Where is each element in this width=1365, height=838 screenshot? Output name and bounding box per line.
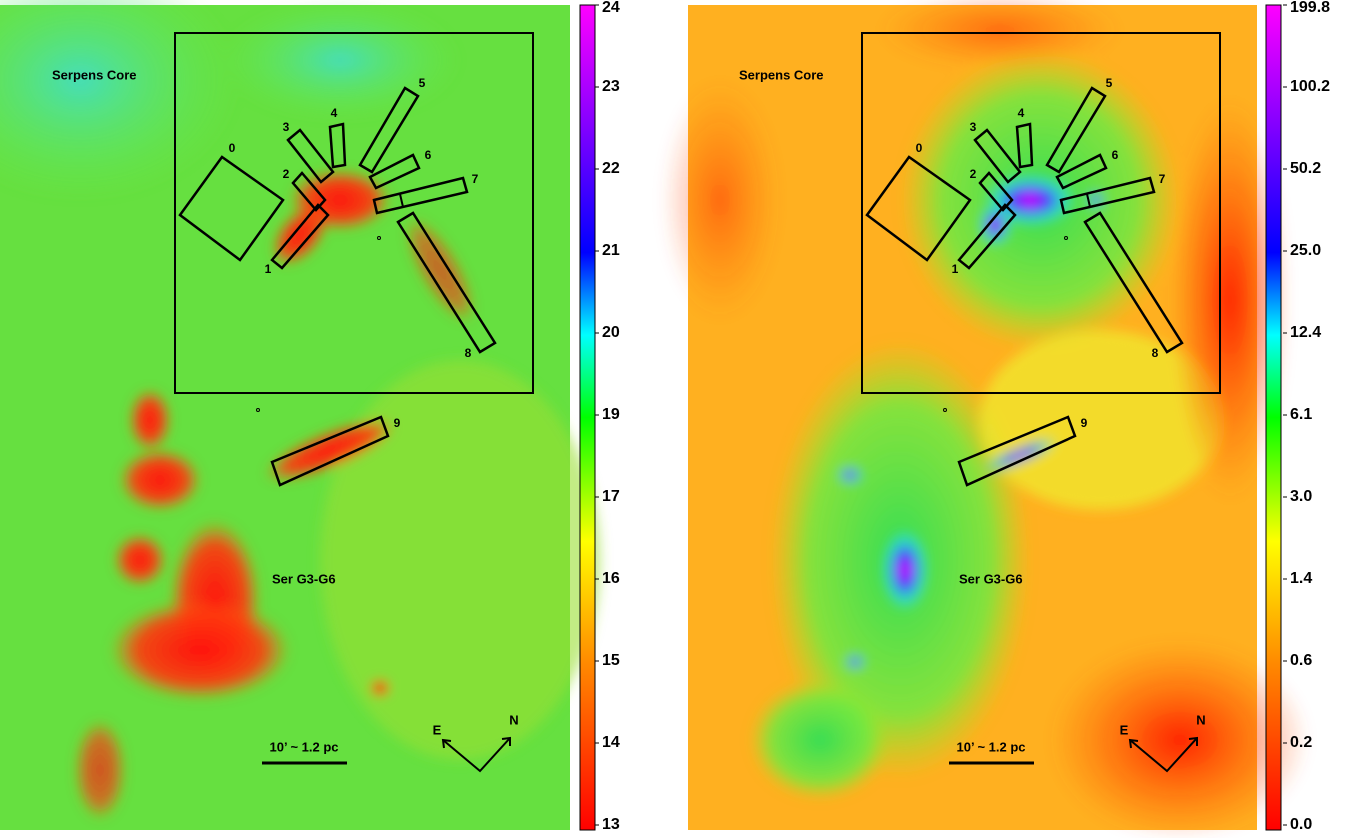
region-label: 5 — [419, 76, 426, 90]
colorbar-label: 6.1 — [1290, 406, 1312, 423]
colorbar-label: 22 — [602, 160, 620, 177]
colorbar-label: 100.2 — [1290, 78, 1330, 95]
region-label: 2 — [970, 167, 977, 181]
colorbar-label: 14 — [602, 734, 620, 751]
region-label: 1 — [952, 262, 959, 276]
colorbar-label: 15 — [602, 652, 620, 669]
colorbar-axis: 24 23 22 21 20 19 17 16 15 14 13 — [595, 0, 620, 833]
colorbar-label: 13 — [602, 816, 620, 833]
region-label: 9 — [394, 416, 401, 430]
region-label: 0 — [916, 141, 923, 155]
figure: 0123456789Serpens CoreSer G3-G610’ ~ 1.2… — [0, 0, 1365, 838]
colorbar-label: 16 — [602, 570, 620, 587]
region-label: 3 — [970, 120, 977, 134]
colorbar — [580, 5, 595, 830]
colorbar-label: 24 — [602, 0, 620, 16]
scale-bar-label: 10’ ~ 1.2 pc — [269, 739, 338, 754]
scale-bar-label: 10’ ~ 1.2 pc — [956, 739, 1025, 754]
colorbar-label: 21 — [602, 242, 620, 259]
colorbar-label: 50.2 — [1290, 160, 1321, 177]
colorbar-label: 23 — [602, 78, 620, 95]
colorbar-label: 19 — [602, 406, 620, 423]
colorbar-label: 12.4 — [1290, 324, 1321, 341]
region-label: 7 — [1159, 172, 1166, 186]
colorbar-label: 1.4 — [1290, 570, 1312, 587]
region-label: 6 — [1112, 148, 1119, 162]
compass-label: N — [1196, 712, 1205, 727]
compass-label: N — [509, 712, 518, 727]
colorbar-label: 0.6 — [1290, 652, 1312, 669]
colorbar-label: 20 — [602, 324, 620, 341]
region-label: 6 — [425, 148, 432, 162]
field-label: Serpens Core — [52, 67, 137, 82]
field-label: Ser G3-G6 — [959, 571, 1023, 586]
region-label: 5 — [1106, 76, 1113, 90]
region-label: 7 — [472, 172, 479, 186]
region-label: 3 — [283, 120, 290, 134]
field-label: Serpens Core — [739, 67, 824, 82]
colorbar-label: 0.0 — [1290, 816, 1312, 833]
column-density-map — [0, 0, 600, 830]
colorbar-label: 3.0 — [1290, 488, 1312, 505]
temperature-map — [660, 0, 1310, 838]
colorbar-label: 199.8 — [1290, 0, 1330, 16]
colorbar-label: 25.0 — [1290, 242, 1321, 259]
compass-label: E — [1120, 722, 1129, 737]
region-label: 8 — [465, 346, 472, 360]
region-label: 2 — [283, 167, 290, 181]
region-label: 0 — [229, 141, 236, 155]
region-label: 9 — [1081, 416, 1088, 430]
compass-label: E — [433, 722, 442, 737]
colorbar — [1266, 5, 1281, 830]
region-label: 1 — [265, 262, 272, 276]
field-label: Ser G3-G6 — [272, 571, 336, 586]
colorbar-label: 17 — [602, 488, 620, 505]
region-label: 8 — [1152, 346, 1159, 360]
colorbar-label: 0.2 — [1290, 734, 1312, 751]
region-label: 4 — [331, 106, 338, 120]
region-label: 4 — [1018, 106, 1025, 120]
